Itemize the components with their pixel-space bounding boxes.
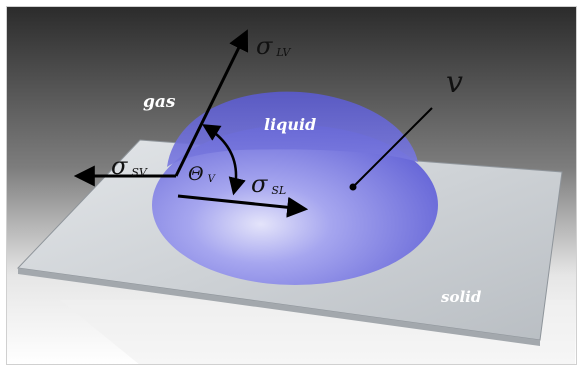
- volume-pointer-dot: [349, 183, 357, 191]
- liquid-label: liquid: [264, 115, 316, 134]
- image-frame: [6, 6, 577, 365]
- sigma-lv-arrow: [174, 29, 249, 177]
- solid-label: solid: [441, 288, 482, 306]
- solid-plate-edge: [18, 268, 540, 346]
- volume-pointer-line: [352, 107, 433, 188]
- contact-angle-label: Θ V: [188, 163, 217, 185]
- sigma-sl-arrow: [177, 194, 309, 218]
- contact-angle-arc: [202, 124, 246, 196]
- volume-label: v: [446, 65, 463, 100]
- sigma-sv-label: σ SV: [111, 152, 148, 180]
- gas-label: gas: [143, 92, 176, 112]
- sigma-lv-label: σ LV: [256, 32, 291, 60]
- sigma-sl-label: σ SL: [251, 170, 286, 198]
